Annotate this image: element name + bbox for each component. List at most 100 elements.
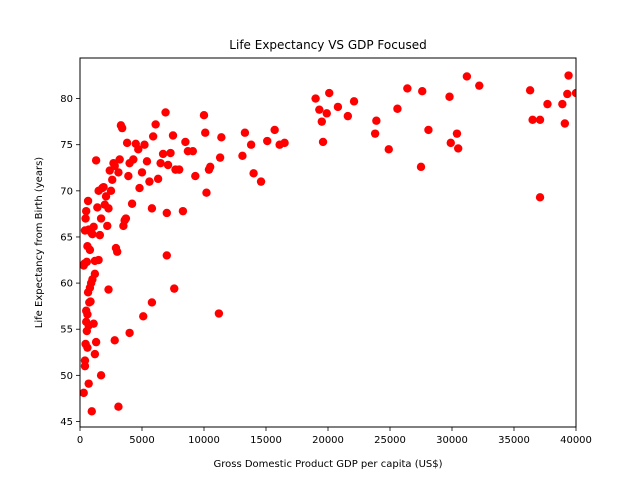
data-point: [117, 123, 127, 133]
data-point: [240, 128, 250, 137]
data-point: [162, 208, 171, 218]
y-axis-ticks: 45 50 55 60 65 70 75 80: [60, 94, 80, 428]
x-tick-label: 35000: [498, 435, 530, 446]
data-point: [153, 174, 163, 184]
data-point: [170, 284, 179, 293]
data-point: [206, 162, 215, 172]
data-point: [101, 192, 111, 201]
data-point: [563, 89, 572, 99]
data-point: [82, 206, 91, 216]
x-axis-ticks: 0 5000 10000 15000 20000 25000 30000 35000 40000: [77, 427, 592, 446]
data-point: [161, 108, 170, 117]
y-tick-label: 45: [60, 417, 73, 428]
data-point: [124, 171, 133, 181]
x-tick-label: 25000: [374, 435, 406, 446]
data-point: [343, 111, 353, 121]
data-point: [393, 104, 402, 113]
data-point: [475, 81, 484, 90]
data-point: [108, 175, 117, 184]
data-point: [178, 206, 188, 216]
y-tick-label: 65: [60, 232, 73, 243]
data-point: [181, 137, 190, 147]
data-point: [91, 337, 101, 347]
data-point: [256, 177, 266, 186]
data-point: [106, 186, 116, 196]
data-point: [93, 203, 102, 212]
data-point: [113, 247, 122, 256]
data-point: [122, 138, 132, 148]
data-points: [80, 71, 576, 416]
data-point: [87, 407, 96, 416]
data-point: [263, 136, 272, 146]
data-point: [129, 155, 138, 164]
data-point: [191, 171, 200, 181]
data-point: [95, 230, 105, 240]
data-point: [83, 310, 92, 319]
data-point: [564, 71, 573, 80]
data-point: [311, 94, 320, 103]
data-point: [90, 256, 100, 266]
data-point: [384, 145, 393, 154]
data-point: [333, 102, 343, 112]
data-point: [543, 99, 552, 109]
data-point: [201, 128, 210, 137]
data-point: [158, 149, 168, 159]
data-point: [84, 379, 93, 388]
data-point: [89, 222, 98, 232]
data-point: [151, 120, 160, 129]
data-point: [217, 133, 226, 142]
x-tick-label: 20000: [312, 435, 344, 446]
data-point: [370, 129, 380, 138]
data-point: [85, 245, 95, 255]
data-point: [571, 88, 576, 98]
data-point: [91, 156, 101, 165]
y-tick-label: 50: [60, 371, 73, 382]
data-point: [148, 132, 158, 141]
data-point: [110, 336, 119, 345]
data-point: [249, 169, 258, 178]
data-point: [270, 125, 279, 135]
data-point: [535, 193, 545, 202]
data-point: [145, 177, 154, 186]
data-point: [114, 168, 123, 177]
data-point: [96, 214, 106, 223]
data-point: [424, 125, 433, 135]
y-axis-label: Life Expectancy from Birth (years): [34, 157, 45, 328]
data-point: [246, 140, 256, 149]
data-point: [403, 84, 412, 93]
x-axis-label: Gross Domestic Product GDP per capita (U…: [213, 459, 442, 470]
x-tick-label: 5000: [129, 435, 154, 446]
x-tick-label: 0: [77, 435, 83, 446]
data-point: [142, 157, 152, 166]
y-tick-label: 80: [60, 94, 73, 105]
data-point: [372, 116, 381, 125]
data-point: [202, 188, 211, 197]
data-point: [199, 110, 209, 120]
data-point: [325, 88, 334, 98]
data-point: [88, 230, 97, 239]
data-point: [315, 105, 324, 114]
data-point: [96, 371, 106, 380]
data-point: [418, 87, 427, 96]
data-point: [416, 162, 426, 172]
data-point: [115, 155, 124, 164]
y-tick-label: 60: [60, 279, 73, 290]
data-point: [81, 214, 90, 223]
y-tick-label: 55: [60, 325, 73, 336]
data-point: [80, 388, 88, 398]
data-point: [135, 183, 144, 193]
data-point: [90, 269, 100, 279]
y-tick-label: 70: [60, 186, 73, 197]
data-point: [156, 158, 165, 168]
x-tick-label: 10000: [188, 435, 220, 446]
data-point: [139, 312, 148, 321]
x-tick-label: 40000: [560, 435, 592, 446]
data-point: [560, 119, 570, 128]
data-point: [349, 97, 359, 106]
data-point: [535, 115, 545, 125]
data-point: [163, 160, 173, 170]
data-point: [322, 109, 331, 118]
data-point: [127, 199, 137, 208]
data-point: [114, 402, 123, 411]
